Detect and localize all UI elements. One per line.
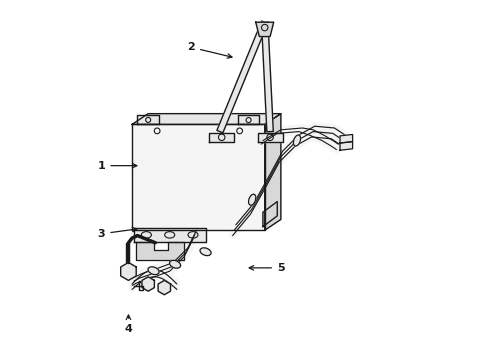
Ellipse shape [200,248,211,256]
Text: 5: 5 [249,263,285,273]
Polygon shape [238,116,259,125]
Ellipse shape [148,267,159,275]
Polygon shape [340,141,353,150]
Text: 4: 4 [124,315,132,334]
Polygon shape [142,277,154,291]
Polygon shape [121,262,136,280]
Ellipse shape [248,194,256,205]
Text: 3: 3 [98,228,137,239]
Polygon shape [134,228,205,242]
Polygon shape [262,22,273,132]
Polygon shape [340,134,353,143]
Polygon shape [158,280,171,295]
Text: 2: 2 [187,42,232,58]
Polygon shape [256,22,274,37]
Ellipse shape [170,260,181,268]
Polygon shape [137,116,159,125]
Polygon shape [136,242,184,260]
Polygon shape [209,133,234,141]
Polygon shape [265,114,281,230]
Polygon shape [132,125,265,230]
Polygon shape [132,114,281,125]
Polygon shape [258,133,283,141]
Polygon shape [263,202,277,226]
Text: 1: 1 [98,161,137,171]
Polygon shape [217,21,268,133]
Ellipse shape [294,135,300,146]
